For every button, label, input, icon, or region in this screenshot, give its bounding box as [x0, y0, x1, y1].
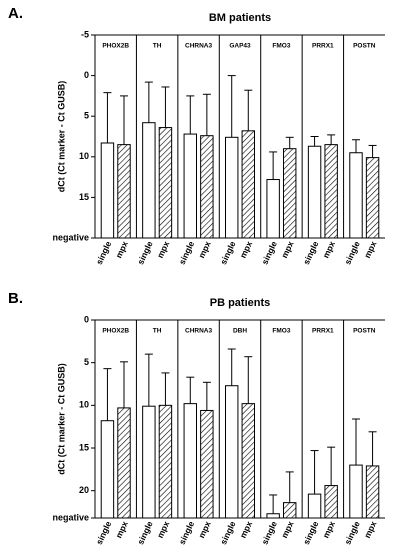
y-tick-label: 5 — [84, 111, 89, 121]
x-tick-label: mpx — [362, 239, 379, 259]
bar — [117, 144, 131, 239]
group-label: PHOX2B — [102, 328, 129, 335]
bar — [349, 152, 363, 239]
x-tick-label: single — [135, 519, 155, 546]
x-tick-label: single — [260, 519, 280, 546]
bar — [100, 420, 115, 519]
bar — [349, 464, 363, 519]
x-tick-label: single — [135, 239, 155, 266]
x-tick-label: mpx — [279, 519, 296, 539]
y-tick-label: negative — [52, 512, 89, 522]
group-label: FMO3 — [272, 43, 290, 50]
bar — [324, 144, 338, 239]
bar — [183, 133, 197, 239]
bar — [307, 493, 322, 519]
bar — [225, 136, 239, 239]
y-axis-label: dCt (Ct marker - Ct GUSB) — [56, 363, 66, 475]
x-tick-label: mpx — [113, 519, 130, 539]
group-label: CHRNA3 — [185, 328, 212, 335]
group-label: PRRX1 — [312, 43, 334, 50]
group-label: CHRNA3 — [185, 43, 212, 50]
x-tick-label: mpx — [321, 239, 338, 259]
y-tick-label: 10 — [79, 400, 89, 410]
bar — [200, 135, 214, 239]
bar — [241, 403, 255, 519]
group-label: PHOX2B — [102, 43, 129, 50]
panel-label: B. — [8, 290, 23, 307]
x-tick-label: single — [342, 239, 362, 266]
y-tick-label: negative — [52, 232, 89, 242]
bar — [307, 145, 322, 239]
x-tick-label: mpx — [196, 239, 213, 259]
group-label: FMO3 — [272, 328, 290, 335]
chart-title: BM patients — [209, 12, 271, 24]
y-tick-label: 0 — [84, 314, 89, 324]
bar — [142, 122, 156, 239]
group-label: POSTN — [353, 43, 376, 50]
y-tick-label: 20 — [79, 485, 89, 495]
group-label: TH — [153, 43, 162, 50]
y-tick-label: 5 — [84, 357, 89, 367]
bar — [365, 465, 380, 519]
y-tick-label: 15 — [79, 192, 89, 202]
bar — [158, 404, 173, 519]
bar — [241, 130, 255, 239]
x-tick-label: single — [260, 239, 280, 266]
x-tick-label: single — [218, 519, 238, 546]
bar — [142, 405, 156, 519]
bar — [158, 127, 173, 239]
x-tick-label: mpx — [321, 519, 338, 539]
y-tick-label: 0 — [84, 70, 89, 80]
x-tick-label: single — [301, 239, 321, 266]
x-tick-label: single — [218, 239, 238, 266]
x-tick-label: mpx — [155, 519, 172, 539]
x-tick-label: single — [301, 519, 321, 546]
bar — [100, 142, 115, 239]
x-tick-label: single — [342, 519, 362, 546]
bar — [200, 409, 214, 519]
bar — [183, 403, 197, 519]
bar — [266, 179, 280, 239]
group-label: POSTN — [353, 328, 376, 335]
group-label: GAP43 — [229, 43, 251, 50]
bar — [283, 502, 297, 519]
x-tick-label: single — [177, 239, 197, 266]
bar — [225, 385, 239, 519]
bar — [283, 148, 297, 239]
group-label: TH — [153, 328, 162, 335]
x-tick-label: mpx — [155, 239, 172, 259]
x-tick-label: mpx — [238, 519, 255, 539]
y-axis-label: dCt (Ct marker - Ct GUSB) — [56, 81, 66, 193]
x-tick-label: mpx — [362, 519, 379, 539]
x-tick-label: single — [177, 519, 197, 546]
panel-label: A. — [8, 5, 23, 22]
x-tick-label: mpx — [279, 239, 296, 259]
y-tick-label: 10 — [79, 151, 89, 161]
x-tick-label: single — [94, 519, 114, 546]
x-tick-label: mpx — [196, 519, 213, 539]
y-tick-label: 15 — [79, 442, 89, 452]
group-label: DBH — [233, 328, 247, 335]
x-tick-label: mpx — [113, 239, 130, 259]
bar — [117, 407, 131, 519]
chart-title: PB patients — [210, 297, 271, 309]
bar — [266, 513, 280, 519]
bar — [365, 157, 380, 239]
x-tick-label: mpx — [238, 239, 255, 259]
group-label: PRRX1 — [312, 328, 334, 335]
y-tick-label: -5 — [81, 29, 89, 39]
bar — [324, 485, 338, 519]
x-tick-label: single — [94, 239, 114, 266]
